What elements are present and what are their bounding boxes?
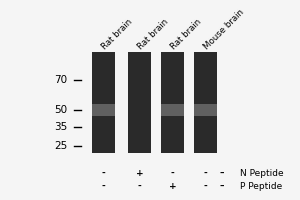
Text: +: + — [136, 169, 143, 178]
Bar — [161, 52, 184, 153]
Text: Mouse brain: Mouse brain — [202, 8, 246, 51]
Text: -: - — [138, 182, 141, 191]
Text: +: + — [169, 182, 176, 191]
Text: -: - — [102, 182, 105, 191]
Text: Rat brain: Rat brain — [136, 17, 170, 51]
Text: 70: 70 — [54, 75, 68, 85]
Text: –: – — [220, 182, 224, 191]
Bar — [161, 104, 184, 116]
Text: 50: 50 — [54, 105, 68, 115]
Text: P Peptide: P Peptide — [240, 182, 282, 191]
Text: -: - — [171, 169, 174, 178]
Text: -: - — [204, 182, 207, 191]
Bar — [92, 104, 115, 116]
Text: Rat brain: Rat brain — [169, 17, 203, 51]
Text: N Peptide: N Peptide — [240, 169, 284, 178]
Text: 25: 25 — [54, 141, 68, 151]
Text: -: - — [204, 169, 207, 178]
Bar — [92, 52, 115, 153]
Bar — [194, 104, 217, 116]
Bar — [128, 52, 151, 153]
Bar — [194, 52, 217, 153]
Text: 35: 35 — [54, 122, 68, 132]
Text: –: – — [220, 169, 224, 178]
Text: -: - — [102, 169, 105, 178]
Text: Rat brain: Rat brain — [100, 17, 134, 51]
